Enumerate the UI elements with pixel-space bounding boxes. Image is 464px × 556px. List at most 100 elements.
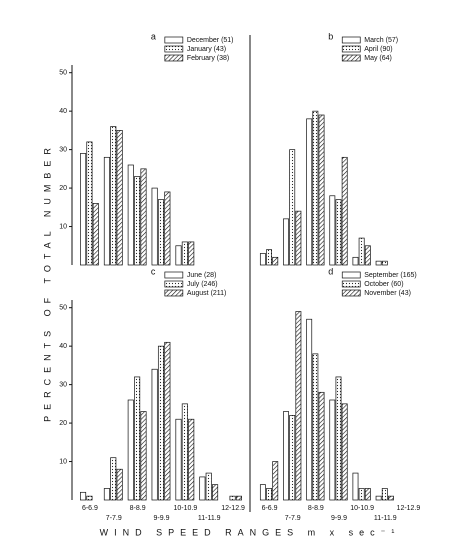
bar xyxy=(295,311,302,501)
y-tick-label: 30 xyxy=(59,381,67,388)
y-tick-label: 10 xyxy=(59,223,67,230)
x-tick-label: 12-12.9 xyxy=(221,505,245,512)
bar xyxy=(375,495,382,501)
bar xyxy=(329,399,336,501)
bar xyxy=(80,491,87,501)
x-tick-label: 9-9.9 xyxy=(331,515,347,522)
bar xyxy=(164,341,171,501)
x-axis-label: WIND SPEED RANGES m x sec⁻¹ xyxy=(100,527,401,537)
bar xyxy=(381,488,388,501)
bar xyxy=(181,241,188,266)
legend-swatch xyxy=(164,45,184,53)
bar xyxy=(188,241,195,266)
bar xyxy=(127,164,134,266)
legend-label: November (43) xyxy=(364,290,411,297)
bar xyxy=(335,376,342,501)
x-tick-label: 11-11.9 xyxy=(374,515,397,522)
bar xyxy=(318,391,325,501)
bar xyxy=(134,176,141,266)
bar xyxy=(312,353,319,501)
y-tick-label: 20 xyxy=(59,185,67,192)
bar xyxy=(259,484,266,501)
bar xyxy=(181,403,188,501)
legend-swatch xyxy=(341,289,361,297)
bar xyxy=(229,495,236,501)
bar xyxy=(127,399,134,501)
x-tick-label: 9-9.9 xyxy=(154,515,170,522)
bar xyxy=(175,245,182,266)
y-tick-label: 30 xyxy=(59,146,67,153)
legend-swatch xyxy=(341,54,361,62)
legend-swatch xyxy=(164,280,184,288)
panel-label: b xyxy=(328,31,333,41)
bar xyxy=(164,191,171,266)
legend-label: August (211) xyxy=(187,290,227,297)
bar xyxy=(266,249,273,266)
legend-swatch xyxy=(341,45,361,53)
bar xyxy=(295,210,302,266)
bar xyxy=(341,403,348,501)
bar xyxy=(110,457,117,501)
bar xyxy=(92,203,99,266)
bar xyxy=(188,418,195,501)
y-tick-label: 10 xyxy=(59,458,67,465)
bar xyxy=(86,495,93,501)
legend-swatch xyxy=(164,36,184,44)
bar xyxy=(151,187,158,266)
bar xyxy=(352,256,359,266)
legend-label: December (51) xyxy=(187,37,234,44)
legend-swatch xyxy=(164,289,184,297)
bar xyxy=(212,484,219,501)
bar xyxy=(103,488,110,501)
legend-label: March (57) xyxy=(364,37,398,44)
bar xyxy=(235,495,242,501)
bar xyxy=(116,468,123,501)
bar xyxy=(283,218,289,266)
legend-swatch xyxy=(164,271,184,279)
x-tick-label: 7-7.9 xyxy=(285,515,301,522)
legend-swatch xyxy=(164,54,184,62)
bar xyxy=(358,237,365,266)
x-tick-label: 10-10.9 xyxy=(173,505,197,512)
bar xyxy=(352,472,359,501)
x-tick-label: 12-12.9 xyxy=(397,505,421,512)
bar xyxy=(116,130,123,266)
bar xyxy=(140,168,147,266)
bar xyxy=(375,260,382,266)
y-axis-label: PERCENTS OF TOTAL NUMBER xyxy=(42,142,52,422)
x-tick-label: 10-10.9 xyxy=(350,505,374,512)
legend-swatch xyxy=(341,280,361,288)
panel-label: a xyxy=(151,31,156,41)
bar xyxy=(335,199,342,266)
y-tick-label: 40 xyxy=(59,343,67,350)
bar xyxy=(151,368,158,501)
bar xyxy=(110,126,117,266)
legend-label: February (38) xyxy=(187,55,229,62)
bar xyxy=(306,318,313,501)
x-tick-label: 8-8.9 xyxy=(130,505,146,512)
bar xyxy=(266,488,273,501)
legend-label: October (60) xyxy=(364,281,403,288)
bar xyxy=(259,253,266,266)
bar xyxy=(157,199,165,266)
x-tick-label: 6-6.9 xyxy=(82,505,98,512)
bar xyxy=(272,256,279,266)
legend-label: June (28) xyxy=(187,272,217,279)
bar xyxy=(157,345,165,501)
bar xyxy=(289,415,296,501)
bar xyxy=(318,114,325,266)
panel-label: c xyxy=(151,266,156,276)
legend-label: September (165) xyxy=(364,272,417,279)
x-tick-label: 8-8.9 xyxy=(308,505,324,512)
x-tick-label: 7-7.9 xyxy=(106,515,122,522)
legend-label: May (64) xyxy=(364,55,392,62)
legend-swatch xyxy=(341,271,361,279)
bar xyxy=(199,476,206,501)
x-tick-label: 6-6.9 xyxy=(262,505,278,512)
bar xyxy=(103,156,110,266)
bar xyxy=(312,110,319,266)
bar xyxy=(80,153,87,266)
y-tick-label: 40 xyxy=(59,108,67,115)
bar xyxy=(388,495,394,501)
